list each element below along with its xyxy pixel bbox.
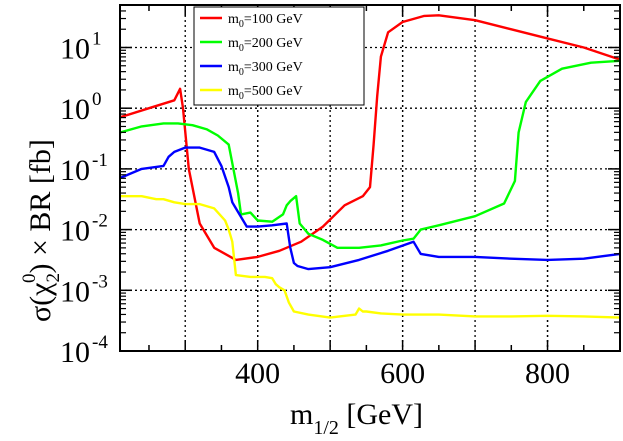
- y-tick-label: 10: [60, 93, 90, 126]
- legend-label: m0=500 GeV: [228, 84, 303, 102]
- legend-label: m0=300 GeV: [228, 60, 303, 78]
- series-lines: [119, 14, 621, 319]
- x-tick-label: 400: [235, 357, 280, 390]
- y-tick-exponent: 1: [92, 28, 102, 49]
- y-axis-title: σ(χ20) × BR [fb]: [19, 139, 64, 322]
- legend-label: m0=100 GeV: [228, 12, 303, 30]
- y-tick-exponent: 0: [92, 89, 102, 110]
- y-tick-label: 10: [60, 154, 90, 187]
- y-tick-exponent: -3: [92, 271, 108, 292]
- y-tick-label: 10: [60, 275, 90, 308]
- series-line: [119, 146, 621, 271]
- y-tick-label: 10: [60, 32, 90, 65]
- legend-box: [193, 6, 365, 106]
- series-line: [119, 14, 621, 262]
- y-tick-exponent: -1: [92, 150, 108, 171]
- x-tick-label: 600: [380, 357, 425, 390]
- legend: m0=100 GeV m0=200 GeV m0=300 GeV m0=500 GeV: [193, 6, 365, 106]
- grid: [120, 5, 620, 351]
- y-tick-exponent: -2: [92, 211, 108, 232]
- legend-label: m0=200 GeV: [228, 36, 303, 54]
- x-tick-label: 800: [525, 357, 570, 390]
- series-line: [119, 59, 621, 250]
- y-tick-label: 10: [60, 336, 90, 369]
- x-axis-title: m1/2 [GeV]: [290, 398, 423, 439]
- series-line: [120, 194, 621, 319]
- y-tick-label: 10: [60, 215, 90, 248]
- y-tick-exponent: -4: [92, 332, 108, 353]
